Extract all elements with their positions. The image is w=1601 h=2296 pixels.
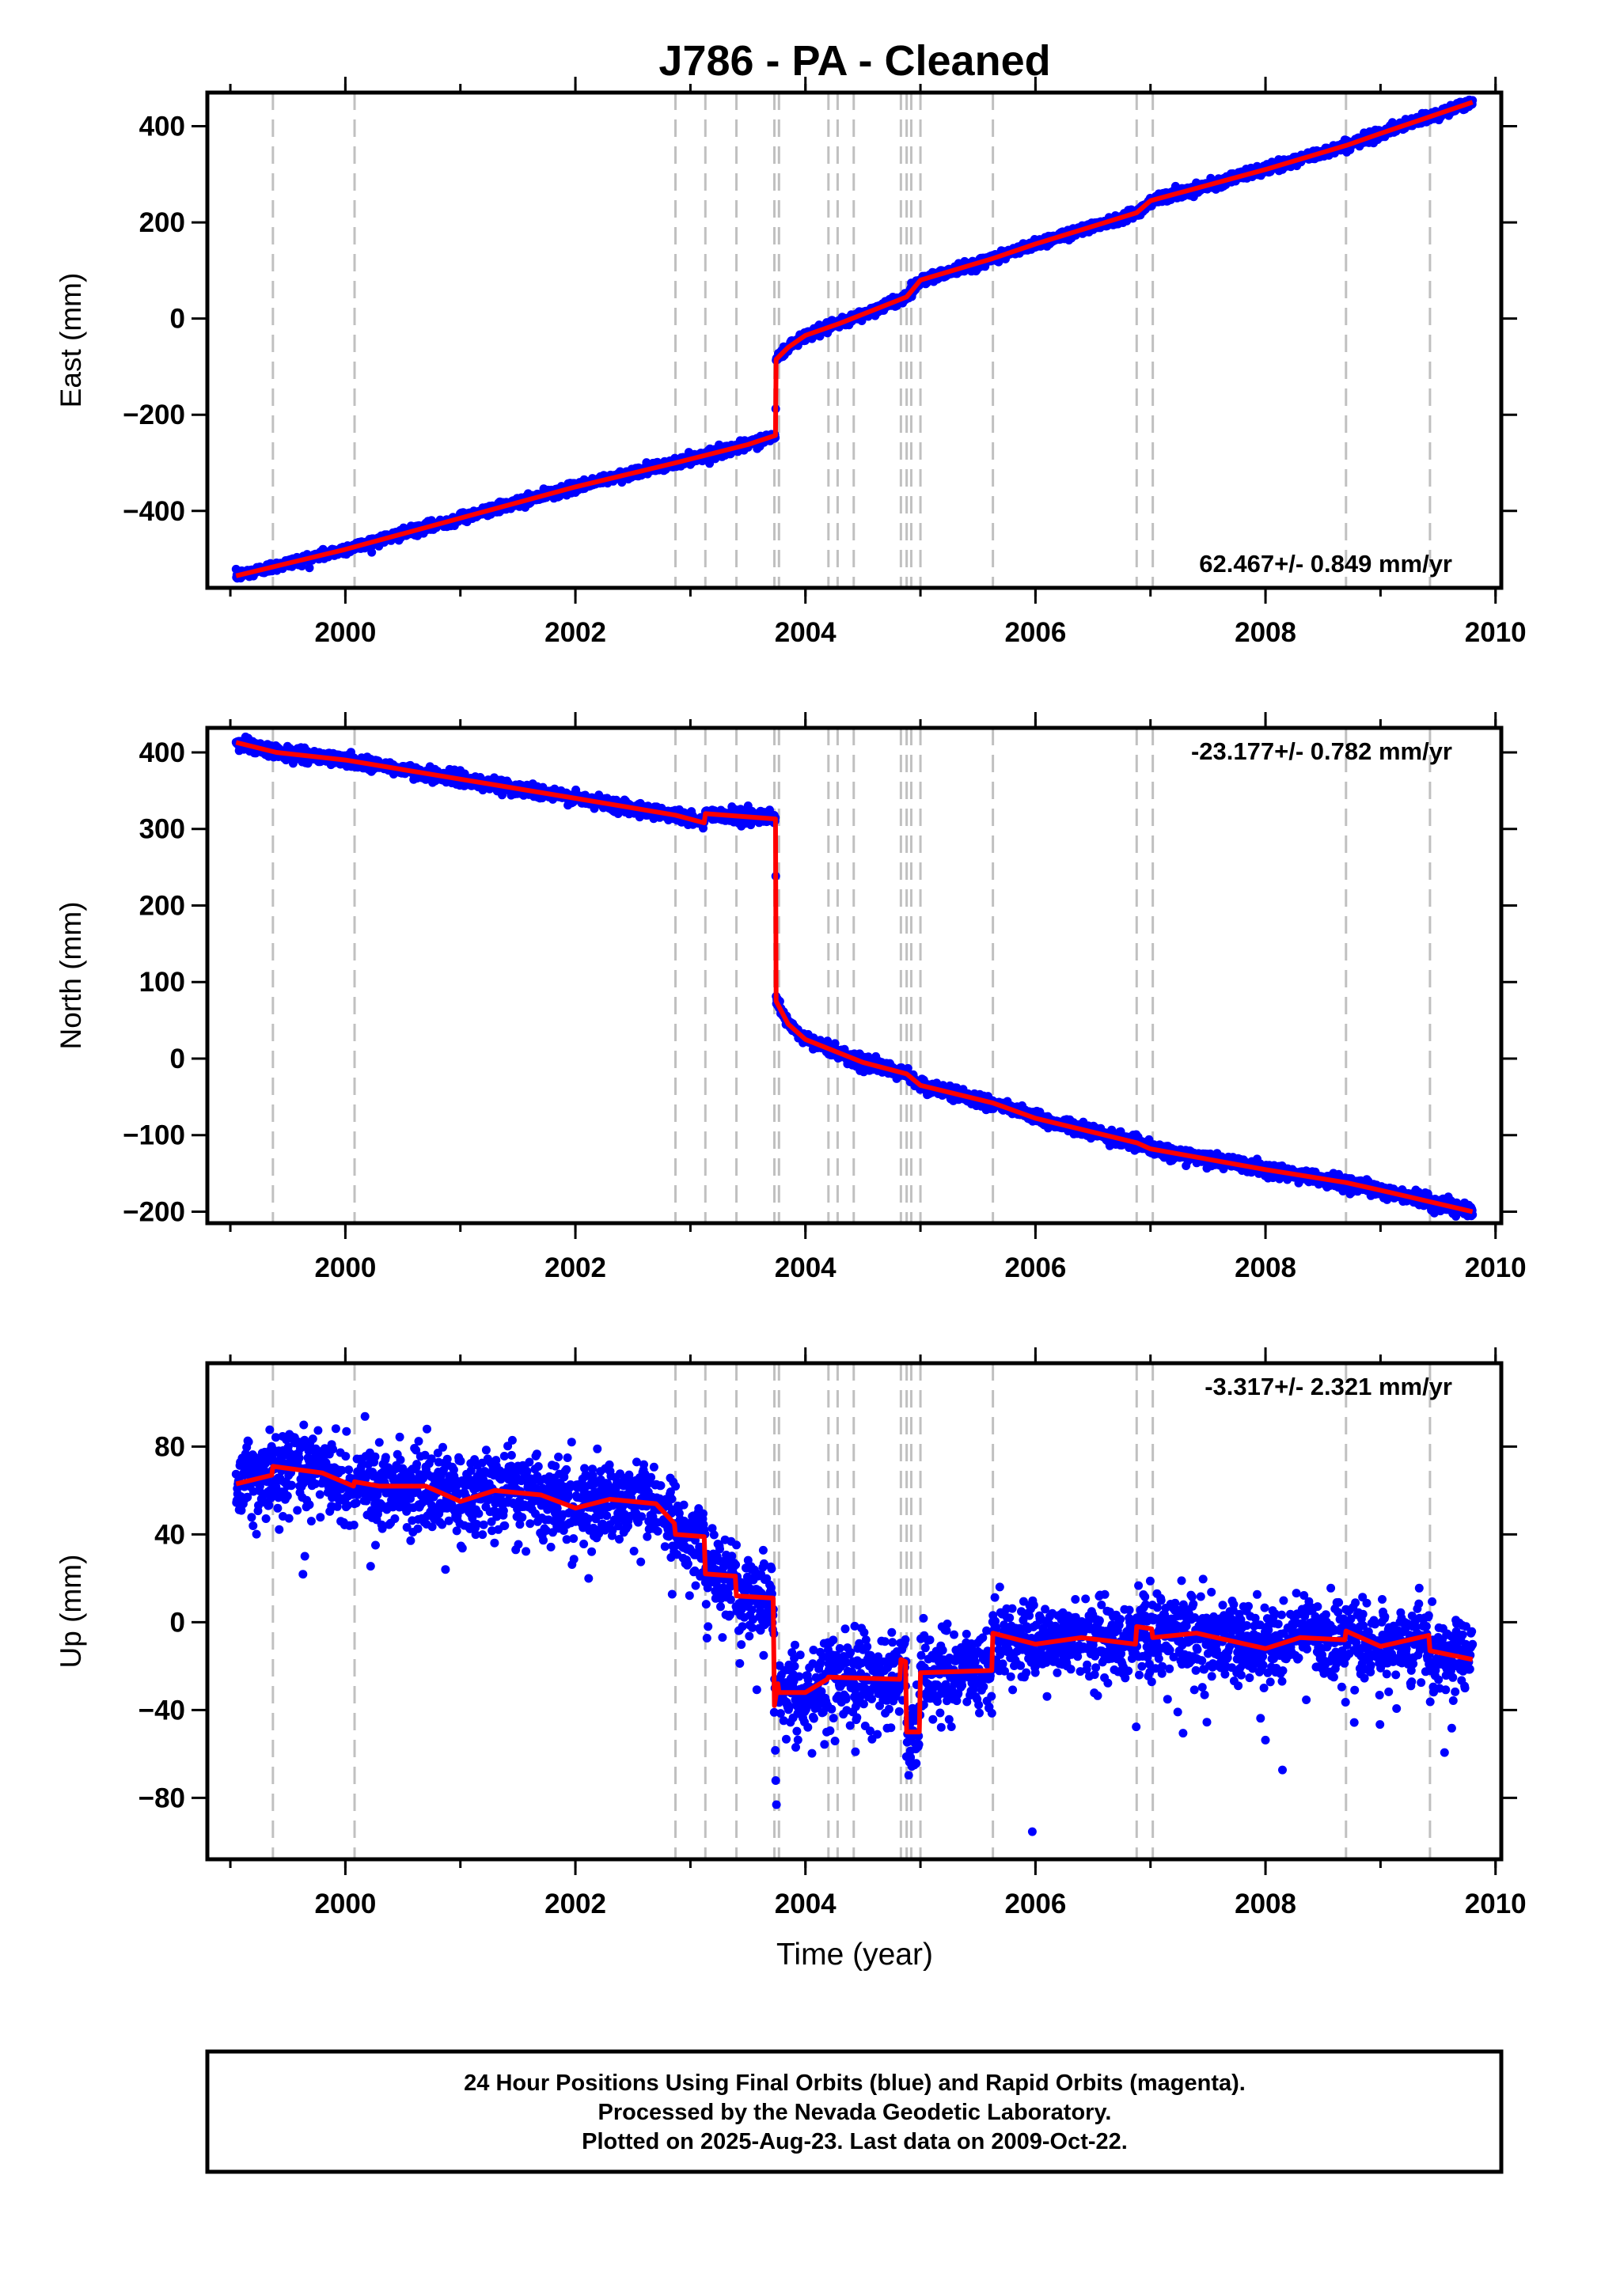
north-panel: 2000 2002 2004 2006 2008 2010−200−10001002003… [55,712,1527,1283]
position-point [367,547,377,557]
y-tick-label: 200 [139,207,185,238]
y-tick-label: −200 [123,400,185,430]
figure-title: J786 - PA - Cleaned [658,37,1050,85]
x-tick-label: 2004 [775,617,837,648]
position-point [305,563,314,573]
plot-area [231,93,1478,588]
y-tick-label: 0 [170,304,185,335]
x-tick-label: 2006 [1004,617,1066,648]
y-tick-label: −400 [123,496,185,527]
x-tick-label: 2010 [1465,617,1527,648]
x-tick-label: 2000 [314,617,376,648]
x-tick-label: 2002 [544,617,606,648]
x-tick-label: 2008 [1235,617,1296,648]
y-axis-label: East (mm) [55,273,87,408]
y-tick-label: 400 [139,112,185,142]
model-fit-line [235,100,1474,578]
velocity-label: 62.467+/- 0.849 mm/yr [1199,550,1452,578]
plot-area [231,728,1478,1223]
plot-frame [205,90,1504,590]
east-panel: 2000 2002 2004 2006 2008 2010 −400 −200 0 200 400 E… [55,77,1527,648]
